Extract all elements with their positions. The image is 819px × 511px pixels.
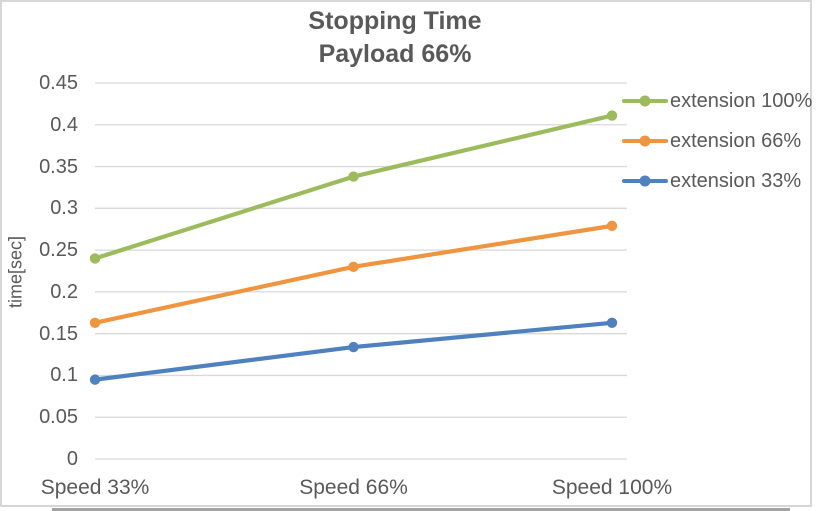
legend-dot-icon	[639, 95, 651, 107]
y-tick-label: 0.1	[50, 364, 78, 387]
legend-line-marker-icon	[622, 175, 668, 187]
y-tick-label: 0.4	[50, 113, 78, 136]
bottom-edge-strip	[52, 508, 790, 511]
plot-area	[89, 82, 627, 460]
y-tick-label: 0.15	[39, 322, 78, 345]
y-tick-label: 0.2	[50, 280, 78, 303]
x-category-label: Speed 100%	[551, 476, 673, 499]
data-point-marker-extension-33-	[606, 317, 618, 329]
y-tick-label: 0.05	[39, 406, 78, 429]
legend-item-extension-66-: extension 66%	[622, 129, 812, 153]
y-axis-title: time[sec]	[5, 235, 26, 309]
x-category-label: Speed 33%	[40, 476, 150, 499]
legend-item-label: extension 66%	[670, 129, 802, 152]
data-point-marker-extension-100-	[606, 110, 618, 121]
chart-legend: extension 100% extension 66% extension 33%	[622, 89, 812, 209]
chart-title: Stopping Time	[308, 7, 482, 35]
legend-line-marker-icon	[622, 135, 668, 147]
legend-item-extension-33-: extension 33%	[622, 169, 812, 193]
line-chart-canvas	[89, 82, 627, 460]
legend-item-label: extension 33%	[670, 169, 802, 192]
y-axis-tick-labels: 0 0.05 0.1 0.15 0.2 0.25 0.3 0.35 0.4 0.45	[0, 72, 78, 470]
legend-dot-icon	[639, 175, 651, 187]
y-tick-label: 0.25	[39, 239, 78, 262]
legend-item-label: extension 100%	[670, 89, 813, 112]
y-tick-label: 0.45	[39, 72, 78, 94]
legend-item-extension-100-: extension 100%	[622, 89, 812, 113]
chart-subtitle: Payload 66%	[318, 40, 472, 68]
data-point-marker-extension-33-	[348, 341, 359, 353]
data-point-marker-extension-66-	[606, 220, 618, 232]
series-line-extension-66-	[92, 223, 615, 325]
data-point-marker-extension-66-	[348, 261, 359, 273]
chart-title-block: Stopping Time Payload 66%	[0, 5, 790, 71]
y-tick-label: 0	[66, 448, 78, 470]
legend-dot-icon	[639, 135, 651, 147]
data-point-marker-extension-100-	[89, 253, 101, 264]
x-axis-tick-labels: Speed 33% Speed 66% Speed 100%	[41, 476, 672, 504]
y-tick-label: 0.3	[50, 197, 78, 220]
data-point-marker-extension-66-	[89, 317, 101, 329]
legend-line-marker-icon	[622, 95, 668, 107]
data-point-marker-extension-100-	[348, 171, 359, 182]
x-category-label: Speed 66%	[299, 476, 408, 499]
data-point-marker-extension-33-	[89, 374, 101, 385]
y-tick-label: 0.35	[39, 155, 78, 178]
